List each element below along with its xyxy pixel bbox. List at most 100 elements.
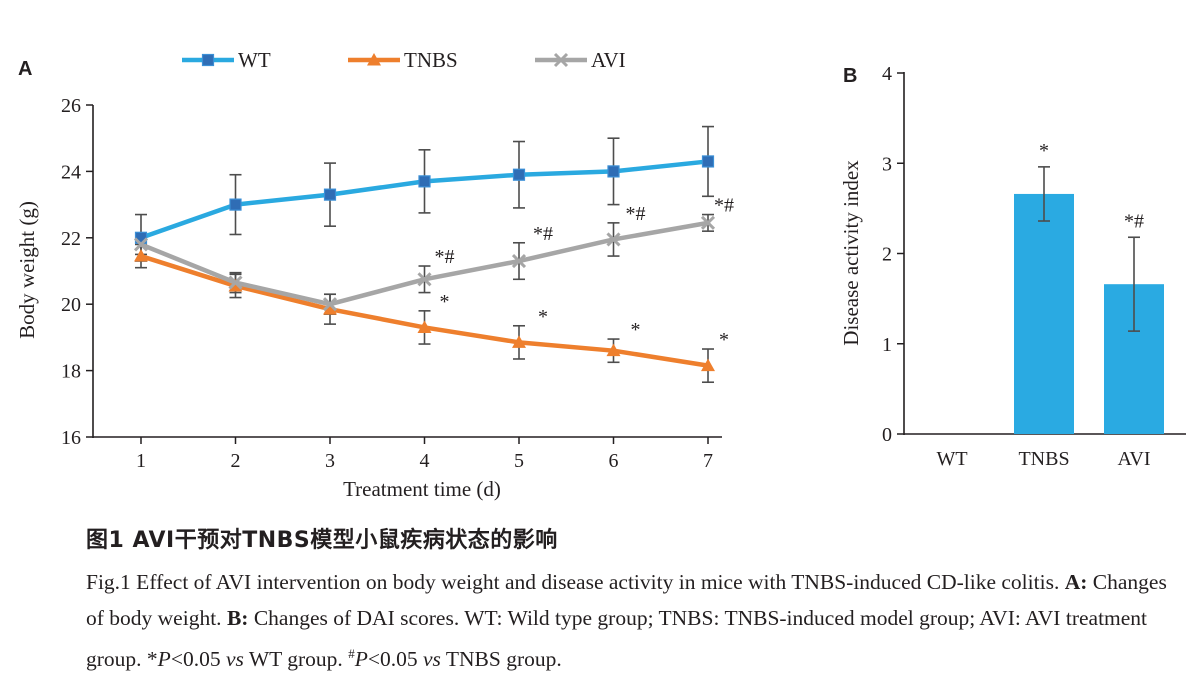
- marker-tnbs: [512, 335, 526, 348]
- marker-tnbs: [701, 358, 715, 372]
- marker-wt: [323, 188, 337, 201]
- marker-wt: [607, 165, 620, 178]
- significance-label: *#: [435, 246, 455, 268]
- legend-marker-avi: [553, 52, 569, 68]
- legend-label-wt: WT: [238, 48, 271, 72]
- x-tick-label-a: 6: [609, 450, 619, 472]
- marker-avi: [133, 237, 149, 252]
- caption-text-2: WT group.: [243, 647, 349, 672]
- marker-avi: [417, 272, 432, 287]
- significance-label: *#: [533, 223, 553, 245]
- caption-a-label: A:: [1064, 570, 1088, 594]
- significance-label: *: [631, 319, 641, 341]
- caption-lead: Fig.1 Effect of AVI intervention on body…: [86, 570, 1065, 594]
- legend-label-avi: AVI: [591, 48, 626, 72]
- y-tick-label-b: 4: [882, 63, 892, 85]
- y-tick-label-a: 18: [61, 361, 81, 383]
- marker-tnbs: [134, 249, 148, 262]
- x-tick-label-a: 5: [514, 450, 524, 472]
- x-tick-label-a: 3: [325, 450, 335, 472]
- caption-b-text: Changes of DAI scores. WT: Wild type gro…: [86, 606, 1148, 672]
- ticks-a: 16 18 20 22 24 26 1 2 3 4 5 6 7: [61, 95, 713, 472]
- marker-tnbs: [417, 320, 432, 333]
- y-tick-label-b: 3: [882, 153, 892, 175]
- bars-b: [1014, 166, 1164, 434]
- caption-text-3: <0.05: [367, 647, 423, 672]
- bar-tnbs: [1014, 193, 1074, 434]
- caption-hash-mark: #: [348, 646, 355, 661]
- y-tick-label-a: 20: [61, 294, 81, 316]
- x-tick-label-b: TNBS: [1018, 448, 1069, 470]
- markers-a: [133, 155, 716, 372]
- x-tick-label-a: 7: [703, 450, 713, 472]
- caption-b-label: B:: [226, 606, 249, 630]
- marker-avi: [322, 297, 338, 312]
- significance-label: *#: [626, 203, 646, 225]
- caption-vs-italic-2: vs: [422, 647, 441, 672]
- y-tick-label-a: 16: [61, 427, 81, 449]
- x-tick-label-a: 4: [420, 450, 430, 472]
- y-tick-label-a: 26: [61, 95, 81, 117]
- x-tick-label-a: 1: [136, 450, 146, 472]
- x-marker-stroke: [553, 52, 569, 68]
- x-marker-stroke: [322, 297, 338, 312]
- marker-wt: [701, 155, 715, 168]
- x-axis-label-a: Treatment time (d): [343, 477, 501, 501]
- x-marker-stroke: [511, 253, 527, 269]
- legend-marker-wt: [201, 53, 215, 67]
- y-tick-label-b: 2: [882, 244, 892, 266]
- error-bars-a: [135, 125, 714, 384]
- x-tick-label-a: 2: [231, 450, 241, 472]
- y-axis-label-a: Body weight (g): [15, 201, 39, 339]
- panel-b-label: B: [843, 65, 857, 87]
- y-tick-label-b: 1: [882, 334, 892, 356]
- caption-a-text: Changes of body weight.: [86, 570, 1167, 630]
- caption-chinese: 图1 AVI干预对TNBS模型小鼠疾病状态的影响: [86, 528, 558, 553]
- legend-marker-tnbs: [367, 53, 381, 66]
- y-axis-label-b: Disease activity index: [839, 160, 863, 346]
- y-tick-label-a: 24: [61, 161, 81, 183]
- caption-english: Fig.1 Effect of AVI intervention on body…: [86, 564, 1186, 677]
- significance-label: *: [440, 291, 450, 313]
- marker-avi: [606, 232, 621, 247]
- panel-a-label: A: [18, 58, 32, 80]
- x-tick-label-b: AVI: [1118, 448, 1151, 470]
- significance-label: *#: [714, 195, 734, 217]
- caption-star-mark: *: [146, 647, 158, 672]
- x-marker-stroke: [417, 272, 432, 287]
- marker-wt: [512, 168, 526, 181]
- marker-wt: [418, 175, 431, 188]
- caption-text-4: TNBS group.: [440, 647, 562, 672]
- significance-label: *: [719, 329, 729, 351]
- significance-label: *: [538, 306, 548, 328]
- significance-label-b: *#: [1124, 210, 1144, 232]
- marker-avi: [700, 215, 716, 230]
- x-tick-label-b: WT: [936, 448, 967, 470]
- marker-avi: [511, 253, 527, 269]
- legend-label-tnbs: TNBS: [404, 48, 458, 72]
- legend: WT TNBS AVI: [182, 48, 626, 72]
- annotations-b: * *#: [1039, 140, 1144, 232]
- figure-caption: 图1 AVI干预对TNBS模型小鼠疾病状态的影响 Fig.1 Effect of…: [86, 522, 1186, 677]
- caption-p-italic-1: P: [157, 647, 171, 672]
- caption-p-italic-2: P: [354, 647, 368, 672]
- caption-vs-italic-1: vs: [225, 647, 244, 672]
- caption-text-1: <0.05: [170, 647, 226, 672]
- marker-tnbs: [606, 343, 621, 357]
- x-marker-stroke: [228, 275, 243, 290]
- annotations-a: * * * * *# *# *# *#: [435, 195, 735, 351]
- x-marker-stroke: [606, 232, 621, 247]
- panel-b: B 0 1 2 3 4 WT TNBS AVI * *# Disease activity in…: [839, 63, 1186, 470]
- marker-wt: [229, 198, 242, 211]
- y-tick-label-a: 22: [61, 228, 81, 250]
- panel-a: A WT TNBS AVI 16 18 20 22 24 26 1 2 3 4 5 6 7 * * * * *# *#…: [15, 48, 734, 501]
- ticks-b: 0 1 2 3 4 WT TNBS AVI: [882, 63, 1150, 470]
- marker-avi: [228, 275, 243, 290]
- x-marker-stroke: [700, 215, 716, 230]
- x-marker-stroke: [133, 237, 149, 252]
- marker-tnbs: [323, 302, 337, 315]
- y-tick-label-b: 0: [882, 424, 892, 446]
- marker-tnbs: [228, 278, 243, 292]
- significance-label-b: *: [1039, 140, 1049, 162]
